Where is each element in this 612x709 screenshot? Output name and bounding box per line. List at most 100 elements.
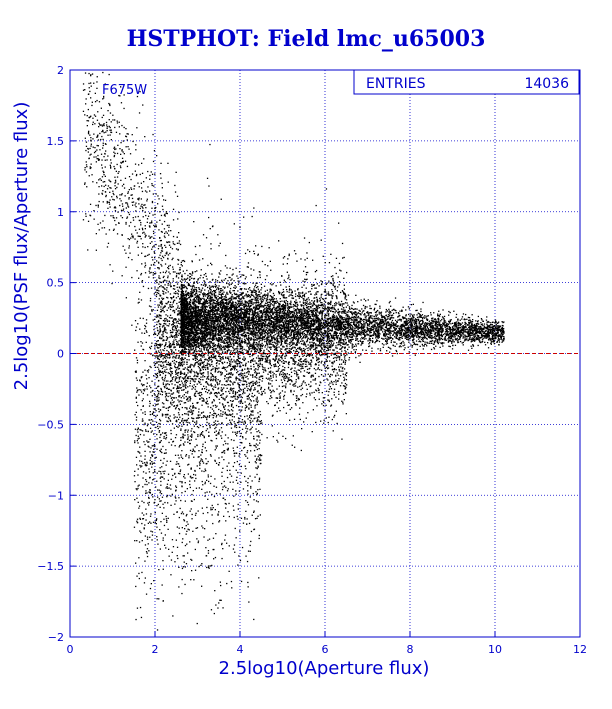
- data-point: [238, 331, 240, 333]
- data-point: [188, 351, 190, 353]
- data-point: [419, 315, 421, 317]
- data-point: [212, 326, 215, 328]
- data-point: [369, 329, 372, 331]
- data-point: [302, 313, 304, 315]
- data-point: [231, 309, 233, 311]
- data-point: [357, 340, 359, 343]
- data-point: [229, 291, 231, 293]
- data-point: [255, 328, 257, 330]
- data-point: [301, 324, 303, 327]
- data-point: [417, 338, 420, 340]
- data-point: [414, 323, 416, 326]
- data-point: [312, 313, 315, 315]
- data-point: [359, 313, 361, 315]
- data-point: [209, 341, 211, 343]
- data-point: [218, 340, 221, 342]
- data-point: [267, 315, 269, 317]
- data-point: [346, 302, 348, 304]
- data-point: [200, 339, 202, 341]
- data-point: [229, 313, 231, 315]
- data-point: [460, 331, 462, 333]
- data-point: [273, 298, 275, 300]
- data-point: [355, 349, 357, 351]
- data-point: [448, 320, 450, 322]
- data-point: [244, 303, 246, 305]
- data-point: [234, 333, 236, 335]
- data-point: [361, 336, 363, 339]
- data-point: [185, 307, 187, 309]
- data-point: [270, 329, 272, 332]
- data-point: [444, 335, 447, 338]
- data-point: [389, 318, 391, 320]
- data-point: [189, 305, 192, 307]
- data-point: [298, 329, 301, 331]
- data-point: [268, 312, 270, 314]
- data-point: [416, 318, 418, 321]
- data-point: [363, 324, 365, 326]
- data-point: [198, 327, 201, 330]
- data-point: [244, 309, 246, 311]
- data-point: [450, 323, 452, 325]
- data-point: [207, 313, 209, 315]
- data-point: [357, 329, 359, 331]
- data-point: [247, 305, 249, 308]
- data-point: [438, 323, 441, 325]
- data-point: [430, 325, 432, 327]
- data-point: [182, 293, 184, 295]
- data-point: [448, 345, 450, 347]
- data-point: [423, 332, 425, 334]
- data-point: [278, 330, 280, 333]
- data-point: [305, 320, 307, 322]
- data-point: [229, 306, 231, 309]
- data-point: [223, 323, 225, 325]
- data-point: [284, 357, 286, 359]
- data-point: [323, 324, 326, 326]
- data-point: [233, 343, 235, 345]
- data-point: [477, 337, 479, 339]
- data-point: [403, 322, 405, 324]
- data-point: [494, 335, 496, 337]
- data-point: [351, 332, 353, 334]
- data-point: [496, 329, 498, 331]
- data-point: [338, 322, 340, 325]
- data-point: [307, 326, 309, 328]
- data-point: [364, 335, 366, 337]
- data-point: [439, 328, 441, 330]
- data-point: [324, 315, 326, 317]
- data-point: [310, 310, 312, 312]
- data-point: [190, 288, 193, 290]
- data-point: [336, 302, 338, 305]
- data-point: [446, 327, 448, 329]
- data-point: [310, 324, 312, 327]
- data-point: [230, 297, 232, 299]
- data-point: [234, 304, 236, 306]
- data-point: [227, 341, 229, 343]
- data-point: [290, 294, 292, 296]
- data-point: [375, 303, 377, 306]
- data-point: [311, 320, 314, 322]
- data-point: [394, 345, 396, 347]
- data-point: [441, 343, 443, 345]
- data-point: [185, 333, 187, 335]
- data-point: [368, 337, 371, 339]
- data-point: [351, 314, 354, 316]
- data-point: [232, 296, 234, 298]
- data-point: [268, 341, 270, 343]
- data-point: [354, 351, 357, 353]
- data-point: [422, 330, 424, 332]
- data-point: [471, 321, 474, 323]
- data-point: [217, 295, 219, 297]
- data-point: [452, 330, 454, 332]
- data-point: [275, 326, 277, 328]
- data-point: [403, 329, 406, 332]
- data-point: [218, 308, 220, 310]
- data-point: [220, 317, 222, 319]
- data-point: [194, 320, 196, 322]
- data-point: [227, 307, 229, 310]
- data-point: [432, 343, 435, 345]
- data-point: [377, 319, 380, 321]
- data-point: [304, 334, 306, 337]
- data-point: [349, 308, 351, 310]
- data-point: [320, 280, 322, 282]
